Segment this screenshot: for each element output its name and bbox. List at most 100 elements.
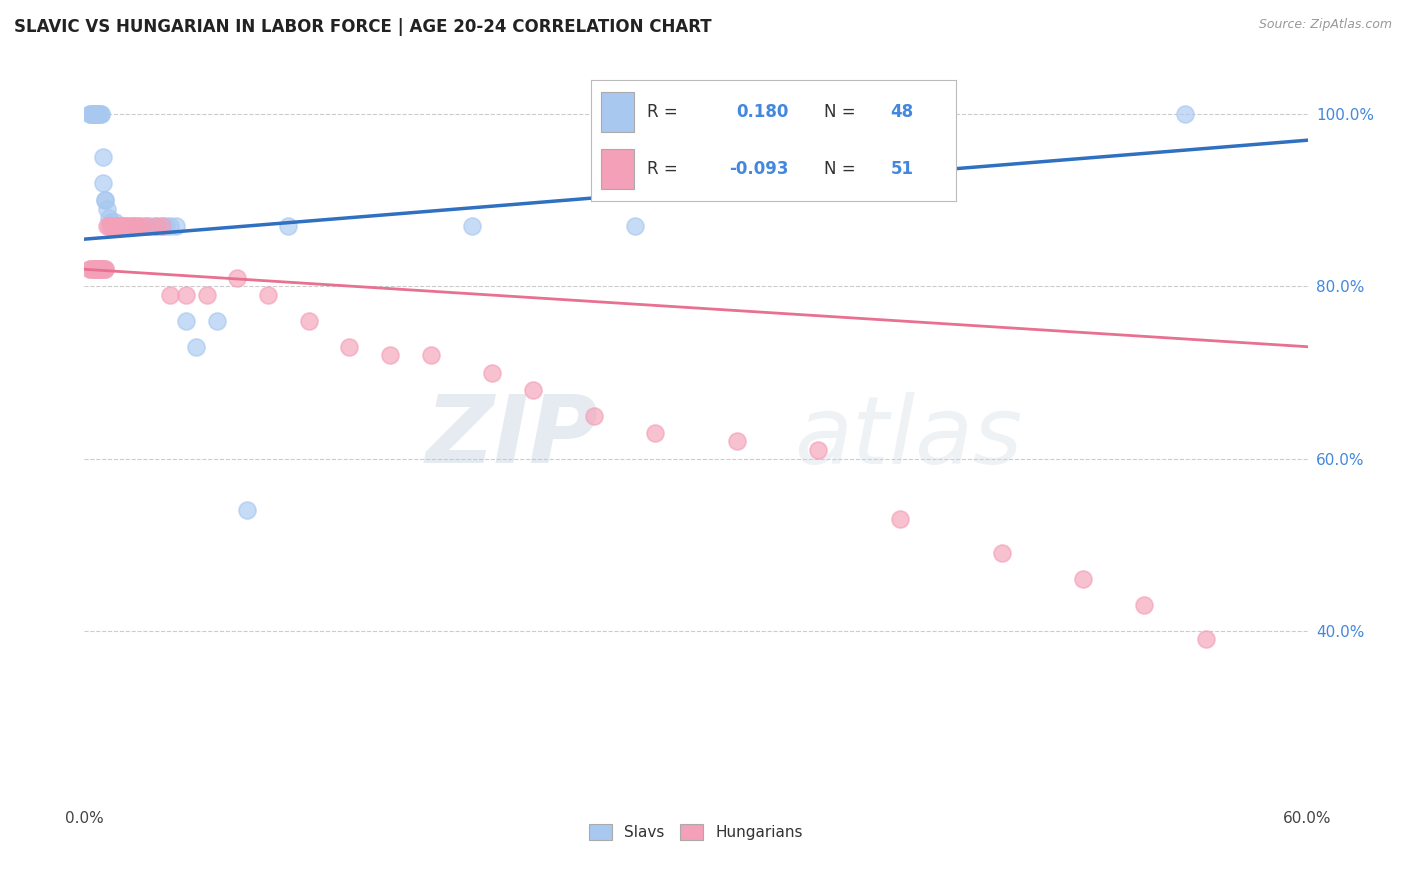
Point: [165, 219, 187, 234]
Point: [624, 219, 647, 234]
Point: [90, 107, 112, 121]
Text: ZIP: ZIP: [425, 391, 598, 483]
Point: [79, 107, 101, 121]
Point: [118, 219, 141, 234]
Point: [135, 219, 157, 234]
Point: [83, 262, 105, 277]
Point: [93, 194, 115, 208]
Point: [298, 314, 321, 328]
Point: [86, 107, 108, 121]
Point: [86, 262, 108, 277]
Point: [481, 366, 503, 380]
Point: [128, 219, 150, 234]
Point: [150, 219, 173, 234]
Point: [118, 219, 141, 234]
Point: [131, 219, 153, 234]
Point: [96, 202, 118, 216]
Point: [83, 107, 105, 121]
Point: [110, 219, 132, 234]
Point: [97, 211, 120, 225]
Point: [105, 219, 128, 234]
Point: [91, 262, 114, 277]
Point: [807, 442, 830, 457]
Point: [420, 348, 443, 362]
Point: [83, 262, 105, 277]
Point: [82, 107, 104, 121]
Point: [205, 314, 228, 328]
Point: [1195, 632, 1218, 647]
Point: [83, 107, 105, 121]
Point: [79, 262, 101, 277]
Point: [124, 219, 146, 234]
Point: [145, 219, 167, 234]
Point: [522, 383, 544, 397]
Point: [93, 262, 115, 277]
Point: [90, 262, 112, 277]
Point: [1073, 572, 1095, 586]
Point: [114, 219, 136, 234]
Point: [174, 314, 197, 328]
Point: [79, 107, 101, 121]
Text: N =: N =: [824, 103, 856, 121]
Point: [644, 425, 666, 440]
Point: [104, 219, 127, 234]
Point: [87, 107, 110, 121]
Point: [461, 219, 484, 234]
Point: [138, 219, 160, 234]
Text: R =: R =: [647, 160, 678, 178]
Point: [104, 219, 127, 234]
Point: [186, 340, 208, 354]
Point: [82, 107, 104, 121]
Text: R =: R =: [647, 103, 678, 121]
Point: [1174, 107, 1197, 121]
Text: Source: ZipAtlas.com: Source: ZipAtlas.com: [1258, 18, 1392, 31]
Point: [1133, 598, 1156, 612]
Point: [155, 219, 177, 234]
Point: [150, 219, 173, 234]
Point: [100, 219, 122, 234]
Point: [159, 288, 181, 302]
Point: [83, 107, 105, 121]
Point: [339, 340, 361, 354]
Point: [112, 219, 135, 234]
Point: [93, 194, 115, 208]
Point: [110, 219, 132, 234]
Point: [108, 219, 131, 234]
Point: [991, 546, 1014, 560]
Point: [91, 150, 114, 164]
Point: [114, 219, 136, 234]
Point: [86, 262, 108, 277]
Point: [889, 512, 911, 526]
Text: 48: 48: [890, 103, 914, 121]
Point: [236, 503, 259, 517]
Legend: Slavs, Hungarians: Slavs, Hungarians: [583, 818, 808, 847]
Text: atlas: atlas: [794, 392, 1022, 483]
Point: [86, 107, 108, 121]
Point: [100, 215, 122, 229]
Point: [83, 107, 105, 121]
Point: [82, 262, 104, 277]
Point: [110, 219, 132, 234]
Point: [122, 219, 145, 234]
Point: [97, 219, 120, 234]
Text: -0.093: -0.093: [730, 160, 789, 178]
Point: [87, 262, 110, 277]
Point: [104, 215, 127, 229]
Point: [725, 434, 748, 449]
Point: [79, 262, 101, 277]
Point: [91, 176, 114, 190]
Point: [105, 219, 128, 234]
Point: [226, 271, 249, 285]
Point: [90, 262, 112, 277]
Point: [159, 219, 181, 234]
Point: [82, 107, 104, 121]
Point: [127, 219, 149, 234]
Point: [101, 219, 124, 234]
FancyBboxPatch shape: [602, 93, 634, 132]
Point: [257, 288, 280, 302]
FancyBboxPatch shape: [602, 149, 634, 188]
Point: [380, 348, 402, 362]
Point: [87, 262, 110, 277]
Point: [135, 219, 157, 234]
Point: [145, 219, 167, 234]
